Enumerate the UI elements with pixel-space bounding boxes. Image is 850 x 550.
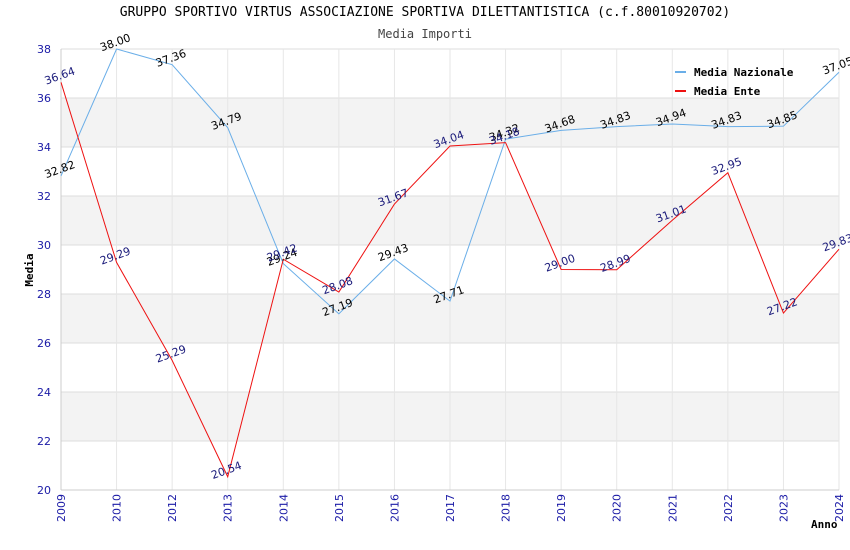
x-tick-label: 2018 — [500, 494, 513, 522]
data-label: 20.54 — [209, 459, 243, 482]
legend: Media Nazionale Media Ente — [675, 66, 794, 98]
legend-entry: Media Nazionale — [694, 66, 794, 79]
x-tick-label: 2021 — [666, 494, 679, 522]
y-tick-label: 26 — [37, 337, 51, 350]
chart-subtitle: Media Importi — [378, 27, 472, 41]
y-tick-label: 36 — [37, 92, 51, 105]
data-label: 28.99 — [598, 252, 632, 275]
x-tick-label: 2009 — [55, 494, 68, 522]
x-axis-label: Anno — [811, 518, 838, 531]
x-tick-label: 2015 — [333, 494, 346, 522]
x-tick-label: 2023 — [777, 494, 790, 522]
x-tick-label: 2022 — [722, 494, 735, 522]
x-tick-label: 2019 — [555, 494, 568, 522]
data-label: 32.82 — [43, 158, 77, 181]
data-label: 32.95 — [710, 155, 744, 178]
x-tick-label: 2014 — [277, 494, 290, 522]
data-label: 25.29 — [154, 343, 188, 366]
data-label: 36.64 — [43, 65, 77, 88]
y-tick-label: 38 — [37, 43, 51, 56]
x-tick-label: 2024 — [833, 494, 846, 522]
axes — [60, 49, 839, 491]
gridlines — [60, 48, 840, 491]
y-tick-label: 28 — [37, 288, 51, 301]
x-tick-label: 2016 — [388, 494, 401, 522]
series-line-media-ente — [60, 82, 840, 479]
x-tick-label: 2013 — [222, 494, 235, 522]
series-lines — [60, 48, 840, 479]
chart-title: GRUPPO SPORTIVO VIRTUS ASSOCIAZIONE SPOR… — [119, 5, 731, 20]
y-tick-labels: 20 22 24 26 28 30 32 34 36 38 — [37, 43, 51, 497]
data-label: 37.36 — [154, 47, 188, 70]
data-label: 29.00 — [543, 252, 577, 275]
legend-entry: Media Ente — [694, 85, 761, 98]
series-line-media-nazionale — [60, 48, 840, 315]
y-tick-label: 24 — [37, 386, 51, 399]
y-tick-label: 32 — [37, 190, 51, 203]
x-tick-label: 2012 — [166, 494, 179, 522]
x-tick-label: 2010 — [111, 494, 124, 522]
data-label: 29.29 — [98, 245, 132, 268]
x-tick-label: 2020 — [611, 494, 624, 522]
y-tick-label: 30 — [37, 239, 51, 252]
y-axis-label: Media — [23, 253, 36, 286]
x-tick-labels: 2009 2010 2012 2013 2014 2015 2016 2017 2018 2019… — [55, 494, 846, 522]
y-tick-label: 34 — [37, 141, 51, 154]
y-tick-label: 20 — [37, 484, 51, 497]
data-label: 37.05 — [821, 54, 850, 77]
y-tick-label: 22 — [37, 435, 51, 448]
x-tick-label: 2017 — [444, 494, 457, 522]
